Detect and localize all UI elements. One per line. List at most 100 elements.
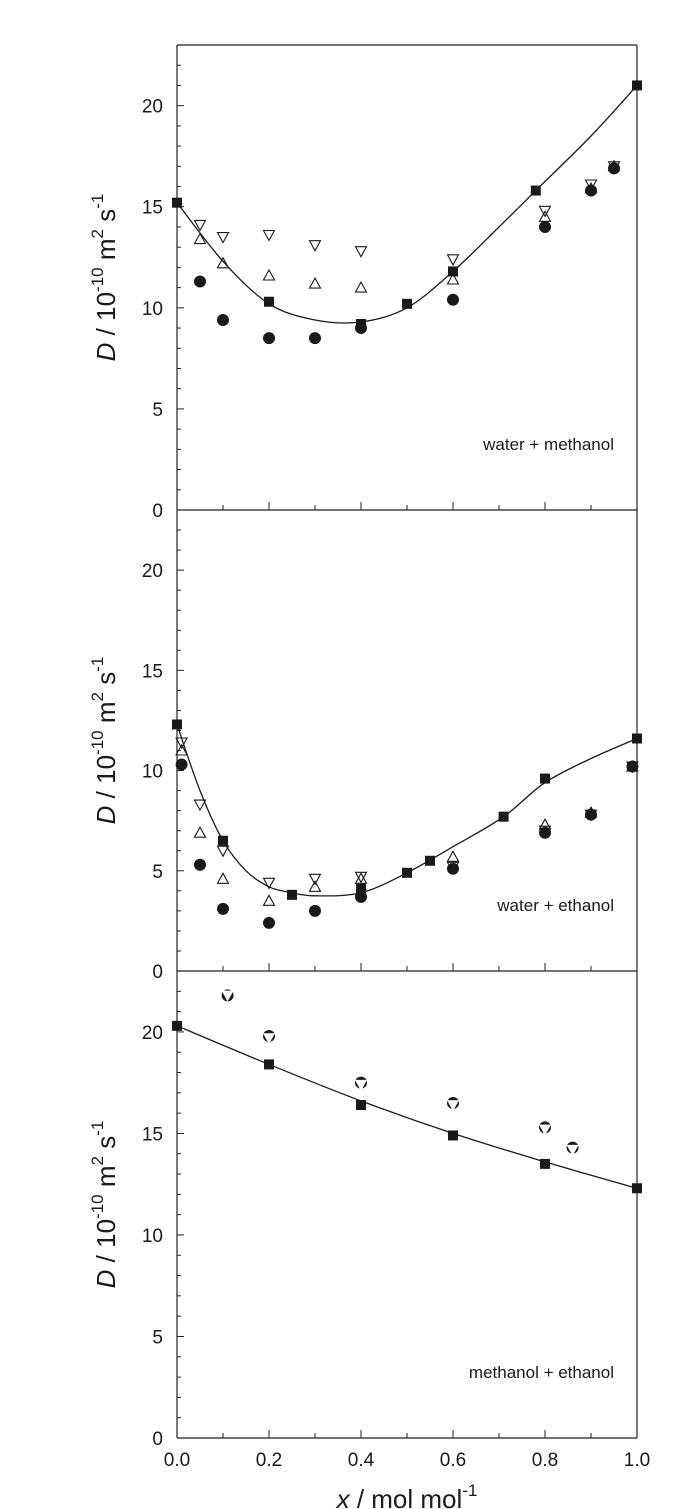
- point-square: [448, 266, 458, 277]
- point-circle: [194, 858, 206, 871]
- point-square: [356, 1100, 366, 1111]
- point-triangle-down: [193, 799, 207, 812]
- point-circle: [309, 904, 321, 917]
- point-circle: [309, 332, 321, 345]
- point-triangle-down: [216, 232, 230, 244]
- panel-2: 0 5 10 15 20 D / 10-10 m2 s-1 water + ethanol: [88, 510, 642, 983]
- point-triangle-up: [354, 280, 368, 293]
- y-axis-label: D / 10-10 m2 s-1: [88, 1121, 121, 1289]
- point-circle: [263, 332, 275, 345]
- panel-1: 0 5 10 15 20 D / 10-10 m2 s-1 water + methanol: [88, 45, 642, 522]
- point-square: [632, 733, 642, 744]
- point-circle: [355, 322, 367, 335]
- point-square: [540, 1158, 550, 1169]
- point-triangle-down: [308, 240, 322, 252]
- panel-annotation: water + methanol: [482, 435, 614, 454]
- y-tick-label: 15: [142, 198, 163, 219]
- point-triangle-down: [584, 179, 598, 192]
- y-tick-label: 0: [152, 962, 163, 983]
- point-triangle-down: [566, 1144, 579, 1156]
- point-triangle-down: [354, 1079, 368, 1091]
- point-triangle-down: [446, 861, 460, 874]
- point-square: [498, 811, 509, 822]
- point-circle: [626, 760, 639, 773]
- point-square: [218, 835, 228, 846]
- y-tick-label: 20: [142, 97, 163, 118]
- point-triangle-up: [584, 181, 598, 194]
- point-square: [356, 883, 366, 894]
- point-triangle-down: [193, 219, 207, 232]
- point-square: [632, 80, 642, 91]
- point-square: [172, 1020, 182, 1031]
- point-triangle-down: [262, 229, 276, 242]
- x-axis-label: x / mol mol-1: [335, 1481, 478, 1509]
- panel-annotation: water + ethanol: [496, 896, 614, 915]
- y-tick-label: 20: [142, 561, 163, 582]
- x-tick-label: 0.4: [348, 1450, 375, 1471]
- point-triangle-down: [607, 161, 621, 173]
- y-tick-label: 5: [152, 400, 163, 421]
- point-square: [632, 1183, 642, 1194]
- point-triangle-up: [538, 210, 552, 222]
- point-triangle-up: [538, 818, 552, 830]
- point-square: [172, 719, 182, 730]
- point-circle: [355, 890, 367, 903]
- x-tick-label: 0.2: [256, 1450, 282, 1471]
- point-triangle-down: [308, 873, 322, 886]
- point-triangle-up: [175, 743, 189, 756]
- fit-curve: [176, 1025, 638, 1189]
- point-square: [264, 296, 274, 307]
- point-triangle-up: [193, 232, 207, 245]
- point-circle: [447, 293, 459, 306]
- point-square: [287, 889, 297, 900]
- point-triangle-down: [538, 1124, 552, 1136]
- point-triangle-down: [584, 809, 598, 822]
- y-tick-label: 5: [152, 862, 163, 883]
- y-axis-label: D / 10-10 m2 s-1: [88, 194, 121, 362]
- y-axis-label: D / 10-10 m2 s-1: [88, 657, 121, 825]
- point-triangle-up: [446, 272, 460, 285]
- point-triangle-down: [446, 254, 460, 266]
- y-tick-label: 20: [142, 1023, 163, 1044]
- point-triangle-down: [354, 246, 368, 258]
- point-triangle-down: [175, 737, 189, 750]
- point-circle: [175, 758, 188, 771]
- point-square: [448, 1130, 458, 1141]
- point-square: [402, 298, 412, 309]
- fit-curve: [176, 84, 638, 324]
- point-square: [540, 773, 550, 784]
- point-triangle-down: [354, 871, 368, 884]
- point-triangle-up: [308, 880, 322, 892]
- point-triangle-down: [262, 1033, 276, 1045]
- point-circle: [263, 916, 275, 929]
- point-circle: [194, 275, 206, 288]
- point-circle: [217, 313, 229, 326]
- x-tick-label: 0.8: [532, 1450, 558, 1471]
- point-square: [264, 1059, 274, 1070]
- point-square: [402, 867, 412, 878]
- point-triangle-up: [262, 894, 276, 906]
- y-tick-label: 0: [152, 1429, 163, 1450]
- point-square: [172, 197, 182, 208]
- panel-3: 0 5 10 15 20 D / 10-10 m2 s-1 methanol + ethan…: [88, 971, 650, 1509]
- x-tick-label: 0.0: [164, 1450, 190, 1471]
- point-triangle-up: [308, 276, 322, 289]
- y-tick-label: 5: [152, 1327, 163, 1348]
- point-square: [530, 185, 541, 196]
- point-triangle-up: [216, 872, 230, 884]
- y-tick-label: 15: [142, 1124, 163, 1145]
- point-triangle-up: [446, 850, 460, 862]
- point-triangle-up: [193, 826, 207, 838]
- point-triangle-down: [221, 990, 234, 1002]
- y-tick-label: 0: [152, 501, 163, 522]
- panel-annotation: methanol + ethanol: [469, 1363, 614, 1382]
- point-triangle-up: [216, 256, 230, 269]
- y-tick-label: 10: [142, 762, 163, 783]
- point-triangle-down: [538, 825, 552, 838]
- point-triangle-down: [216, 845, 230, 858]
- point-triangle-up: [584, 806, 598, 818]
- point-triangle-down: [625, 761, 639, 774]
- y-tick-label: 10: [142, 299, 163, 320]
- point-circle: [539, 220, 551, 233]
